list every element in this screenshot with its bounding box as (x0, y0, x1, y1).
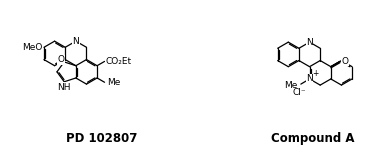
Text: O: O (342, 57, 349, 66)
Text: N: N (306, 75, 313, 83)
Text: Compound A: Compound A (271, 132, 355, 145)
Text: +: + (312, 69, 319, 78)
Text: N: N (73, 37, 79, 46)
Text: Me: Me (285, 81, 298, 90)
Text: Me: Me (107, 78, 121, 87)
Text: NH: NH (58, 83, 71, 92)
Text: MeO: MeO (22, 43, 42, 52)
Text: O: O (57, 55, 64, 64)
Text: CO₂Et: CO₂Et (105, 57, 132, 66)
Text: N: N (306, 38, 313, 47)
Text: PD 102807: PD 102807 (66, 132, 138, 145)
Text: Cl⁻: Cl⁻ (292, 88, 306, 97)
